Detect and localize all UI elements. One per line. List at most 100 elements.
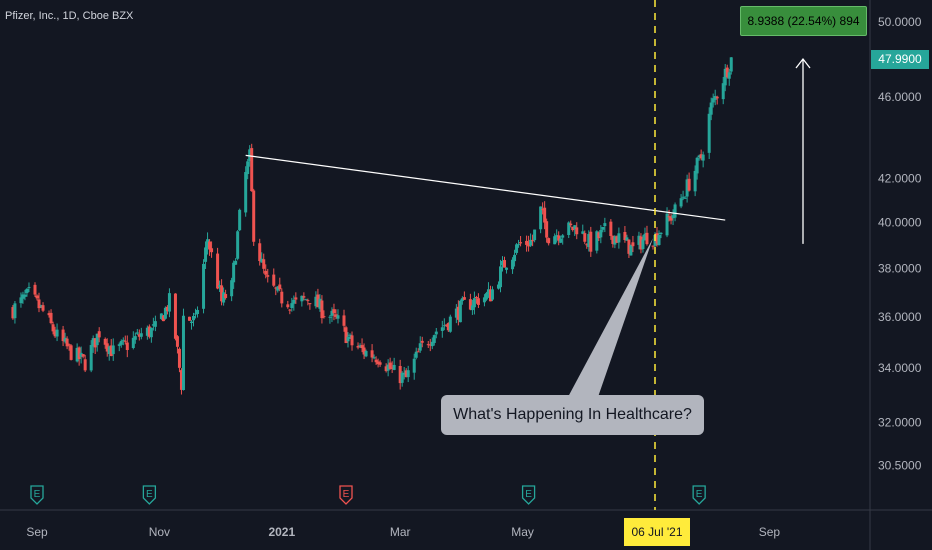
candle-body <box>153 321 157 327</box>
candle-body <box>103 338 107 345</box>
callout-box[interactable]: What's Happening In Healthcare? <box>441 395 704 435</box>
candle-body <box>669 216 673 221</box>
candle-body <box>693 170 697 192</box>
candle-body <box>244 172 248 213</box>
candle-body <box>671 215 675 219</box>
candle-body <box>559 238 563 243</box>
candle-body <box>529 239 533 246</box>
candle-body <box>384 366 388 372</box>
candle-body <box>49 312 53 324</box>
candle-body <box>39 305 43 307</box>
earnings-icon <box>692 485 706 505</box>
candle-body <box>177 348 181 368</box>
candle-body <box>428 344 432 346</box>
candle-body <box>490 289 494 300</box>
candle-body <box>302 296 306 298</box>
x-tick-label: Mar <box>390 525 411 539</box>
earnings-icon-letter: E <box>34 489 41 500</box>
candle-body <box>234 260 238 265</box>
candle-body <box>575 227 579 235</box>
candle-body <box>557 235 561 241</box>
candle-body <box>581 231 585 234</box>
candle-body <box>342 315 346 326</box>
y-tick-label: 42.0000 <box>878 172 922 186</box>
candle-body <box>432 335 436 343</box>
candle-body <box>376 361 380 365</box>
candle-body <box>89 345 93 371</box>
candle-body <box>167 293 171 312</box>
candle-body <box>496 284 500 289</box>
candle-body <box>91 338 95 347</box>
candle-body <box>192 315 196 321</box>
candle-body <box>308 303 312 305</box>
candle-body <box>202 263 206 309</box>
candle-body <box>711 98 715 103</box>
candle-body <box>488 289 492 302</box>
candle-body <box>330 310 334 316</box>
candle-body <box>519 242 523 244</box>
y-tick-label: 40.0000 <box>878 215 922 229</box>
symbol-title: Pfizer, Inc., 1D, Cboe BZX <box>5 10 134 22</box>
candle-body <box>332 309 336 314</box>
candle-body <box>372 357 376 359</box>
candle-body <box>701 154 705 161</box>
candle-body <box>344 327 348 343</box>
candle-body <box>358 345 362 347</box>
candle-body <box>583 233 587 242</box>
candle-body <box>314 296 318 307</box>
candle-body <box>288 309 292 311</box>
candle-body <box>589 231 593 252</box>
candle-body <box>601 226 605 230</box>
candle-body <box>304 299 308 301</box>
candle-body <box>458 300 462 323</box>
candle-body <box>370 350 374 358</box>
candle-body <box>51 324 55 332</box>
candle-body <box>406 370 410 378</box>
candle-body <box>525 240 529 245</box>
candle-body <box>163 307 167 319</box>
candle-body <box>105 343 109 352</box>
candle-body <box>729 57 733 72</box>
candle-body <box>27 287 31 289</box>
candle-body <box>75 347 79 362</box>
candle-body <box>61 329 65 342</box>
candle-body <box>272 274 276 286</box>
candle-body <box>484 293 488 300</box>
candle-body <box>681 196 685 198</box>
candle-body <box>145 327 149 336</box>
candle-body <box>121 339 125 341</box>
candle-body <box>210 248 214 253</box>
candle-body <box>95 333 99 346</box>
candle-body <box>392 364 396 370</box>
y-tick-label: 46.0000 <box>878 90 922 104</box>
candle-body <box>615 236 619 243</box>
candle-body <box>165 306 169 312</box>
candle-body <box>246 161 250 175</box>
candle-body <box>274 287 278 289</box>
candle-body <box>362 347 366 355</box>
candle-body <box>322 316 326 318</box>
candle-body <box>468 299 472 310</box>
candle-body <box>278 284 282 290</box>
candle-body <box>206 239 210 248</box>
candle-body <box>123 340 127 342</box>
candle-body <box>300 295 304 302</box>
candle-body <box>513 254 517 262</box>
candle-body <box>179 370 183 390</box>
candle-body <box>187 316 191 321</box>
candle-body <box>517 244 521 246</box>
x-tick-label: Nov <box>149 525 170 539</box>
candle-body <box>637 235 641 245</box>
candle-body <box>665 213 669 236</box>
candle-body <box>35 295 39 299</box>
candle-body <box>306 300 310 302</box>
earnings-icon <box>142 485 157 505</box>
candle-body <box>350 335 354 346</box>
candle-body <box>125 342 129 350</box>
candle-body <box>426 344 430 346</box>
candle-body <box>37 299 41 309</box>
candle-body <box>707 113 711 153</box>
candle-body <box>541 209 545 211</box>
candle-body <box>67 344 71 346</box>
